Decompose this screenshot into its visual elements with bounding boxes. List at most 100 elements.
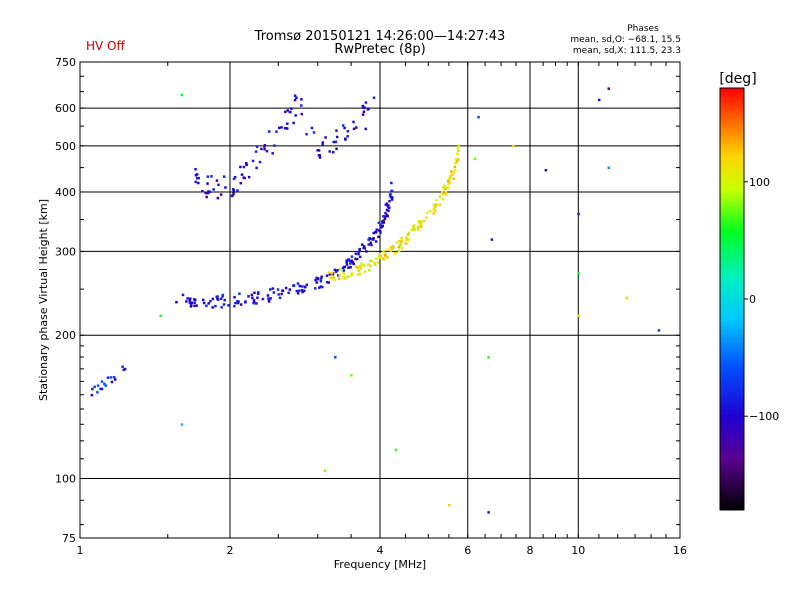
data-point	[358, 247, 361, 251]
data-point	[362, 246, 365, 250]
data-point	[345, 263, 349, 267]
data-point	[100, 380, 104, 383]
data-point	[453, 165, 457, 169]
data-point	[607, 87, 611, 90]
data-point	[400, 239, 404, 243]
data-point	[362, 244, 366, 248]
data-point	[369, 259, 372, 263]
data-point	[360, 263, 364, 267]
data-point	[406, 233, 410, 236]
data-point	[394, 448, 398, 452]
data-point	[195, 173, 199, 176]
data-point	[194, 180, 197, 184]
data-point	[450, 170, 453, 173]
data-point	[417, 225, 420, 228]
data-point	[221, 293, 225, 297]
data-point	[325, 280, 329, 284]
data-point	[577, 212, 580, 216]
data-point	[202, 301, 206, 305]
data-point	[329, 277, 332, 280]
data-point	[193, 301, 196, 304]
data-point	[256, 292, 260, 296]
data-point	[357, 273, 360, 277]
data-point	[398, 244, 402, 247]
data-point	[446, 186, 450, 189]
data-point	[236, 189, 239, 192]
data-point	[321, 285, 324, 289]
data-point	[300, 98, 303, 101]
data-point	[223, 298, 226, 302]
data-point	[109, 376, 113, 379]
data-point	[100, 387, 104, 391]
data-point	[378, 256, 381, 260]
data-point	[332, 276, 335, 280]
data-point	[245, 163, 248, 167]
data-point	[332, 150, 335, 154]
data-point	[211, 297, 215, 301]
data-point	[346, 275, 350, 279]
data-point	[318, 286, 321, 289]
data-point	[277, 293, 280, 296]
data-point	[267, 130, 271, 133]
data-point	[238, 292, 241, 295]
data-point	[368, 237, 371, 240]
data-point	[316, 149, 319, 152]
data-point	[398, 239, 401, 243]
data-point	[338, 277, 341, 281]
data-point	[216, 295, 219, 298]
colorbar-tick-label: 0	[749, 293, 756, 306]
data-point	[440, 190, 444, 194]
data-point	[298, 284, 302, 288]
data-point	[239, 181, 243, 185]
data-point	[657, 329, 661, 332]
data-point	[232, 192, 235, 195]
data-point	[277, 126, 281, 130]
data-point	[455, 160, 459, 163]
data-point	[393, 252, 396, 255]
data-point	[394, 251, 398, 255]
data-point	[91, 387, 94, 391]
data-point	[90, 393, 94, 397]
data-point	[407, 238, 411, 241]
data-point	[314, 287, 317, 290]
data-point	[387, 209, 390, 212]
data-point	[400, 237, 404, 240]
data-point	[289, 110, 292, 114]
data-point	[413, 227, 416, 231]
data-point	[432, 212, 435, 215]
data-point	[290, 107, 293, 110]
data-point	[343, 126, 346, 130]
data-point	[242, 165, 246, 169]
data-point	[103, 382, 106, 386]
data-point	[443, 187, 447, 191]
data-point	[376, 261, 380, 264]
data-point	[321, 141, 325, 144]
hv-status: HV Off	[86, 39, 125, 53]
data-point	[295, 96, 298, 99]
data-point	[207, 190, 210, 193]
y-tick-label: 750	[55, 56, 76, 69]
data-point	[416, 226, 420, 230]
data-point	[325, 274, 329, 277]
data-point	[349, 265, 352, 269]
data-point	[106, 376, 110, 380]
data-point	[317, 149, 321, 152]
data-point	[267, 297, 270, 300]
data-point	[425, 216, 428, 219]
data-point	[428, 209, 432, 213]
data-point	[295, 289, 299, 293]
data-point	[219, 193, 223, 196]
data-point	[188, 299, 191, 302]
stats-o: mean, sd,O: −68.1, 15.5	[570, 35, 681, 45]
data-point	[330, 274, 333, 278]
data-point	[352, 120, 355, 124]
data-point	[217, 183, 220, 187]
data-point	[159, 314, 162, 318]
data-point	[312, 131, 316, 134]
data-point	[352, 262, 355, 266]
data-point	[336, 268, 339, 272]
data-point	[383, 217, 387, 221]
data-point	[347, 266, 350, 269]
data-point	[607, 166, 611, 170]
y-tick-label: 200	[55, 329, 76, 342]
